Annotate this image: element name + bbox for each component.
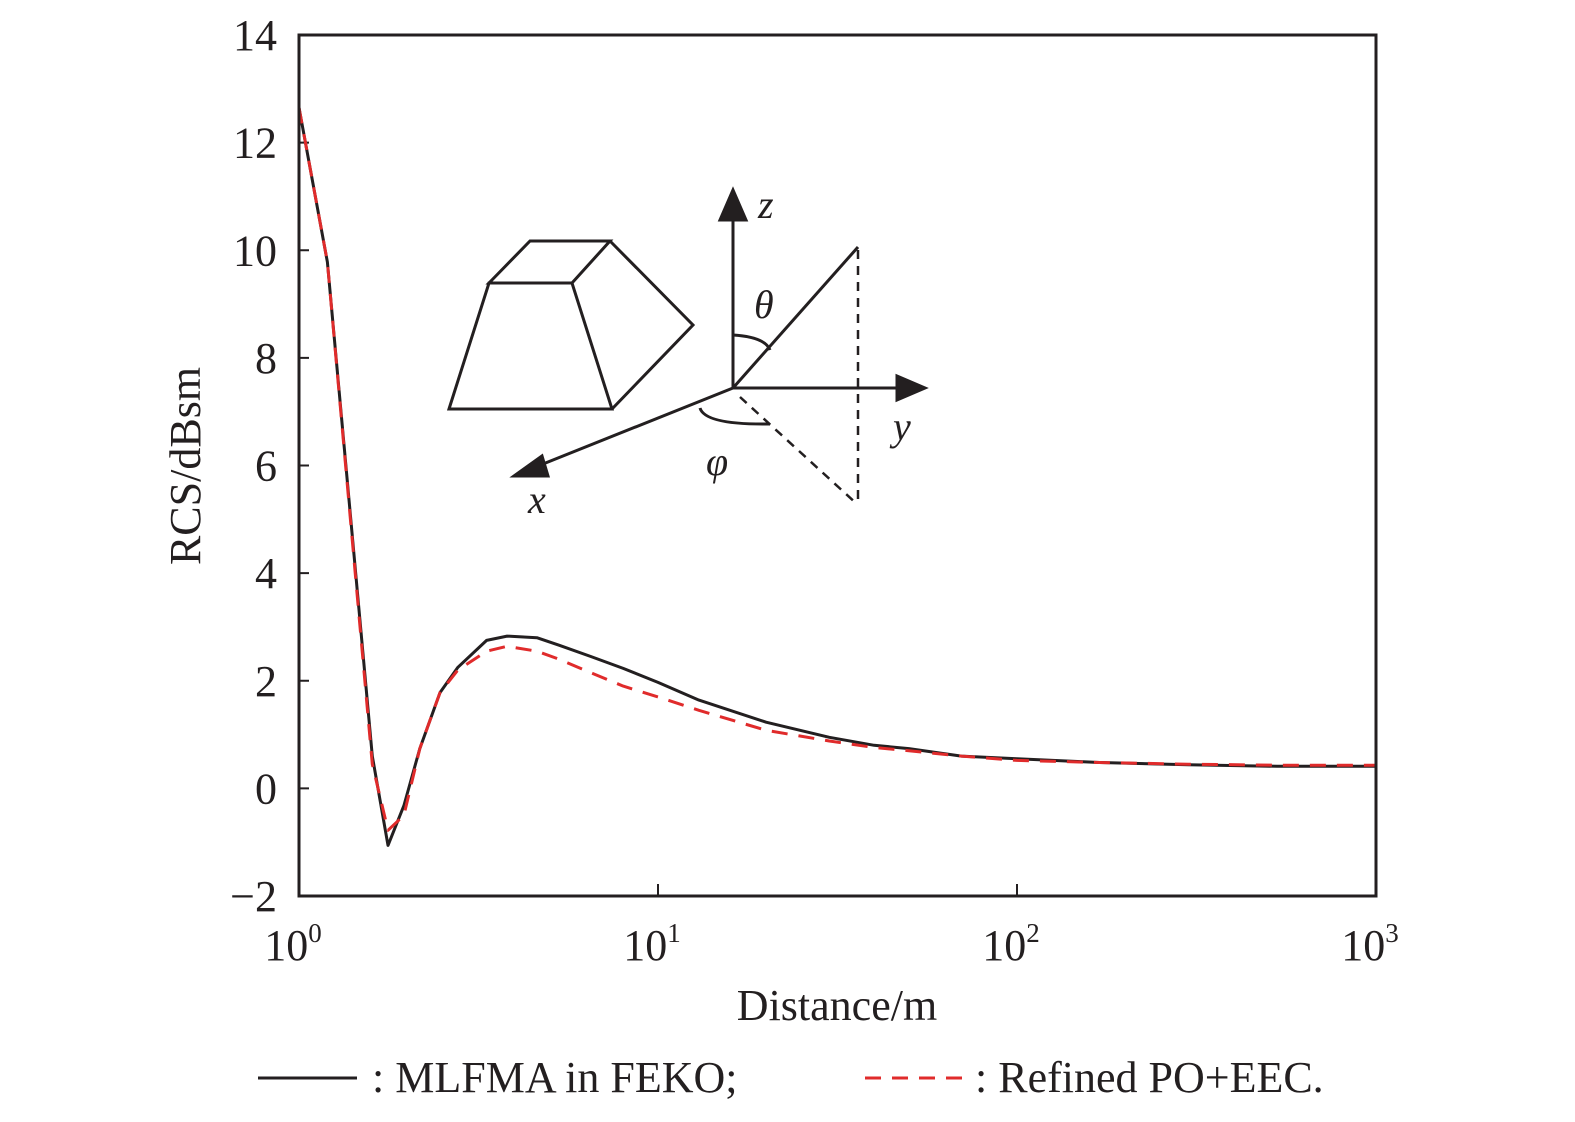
series-line-mlfma-in-feko [297, 107, 1376, 847]
y-tick-label: 14 [233, 11, 277, 60]
z-label: z [757, 182, 774, 227]
legend-label-refined-po: : Refined PO+EEC. [975, 1053, 1324, 1102]
x-axis-title: Distance/m [737, 981, 937, 1030]
phi-label: φ [706, 439, 728, 484]
y-tick-label: 6 [255, 442, 277, 491]
x-axis [537, 386, 734, 468]
coordinate-axes [509, 186, 929, 506]
x-arrow-icon [509, 453, 551, 478]
inset-diagram: z y x θ φ [446, 182, 929, 522]
frustum-top-face [485, 239, 614, 285]
x-tick-label: 103 [1341, 918, 1399, 970]
plot-frame [297, 33, 1378, 898]
x-tick-label: 100 [264, 918, 322, 970]
y-tick-label: 8 [255, 334, 277, 383]
y-axis-title: RCS/dBsm [161, 367, 210, 565]
y-arrow-icon [895, 373, 929, 403]
y-tick-label: −2 [230, 872, 277, 921]
theta-arc [732, 333, 772, 351]
y-tick-label: 2 [255, 657, 277, 706]
y-tick-label: 4 [255, 549, 277, 598]
horizontal-projection [739, 396, 859, 506]
phi-arc [698, 407, 771, 426]
frustum-side-face [608, 239, 696, 411]
theta-label: θ [754, 282, 774, 327]
ticks-layer: −2 0 2 4 6 8 10 12 14 100 101 102 103 [230, 11, 1399, 970]
legend: : MLFMA in FEKO; : Refined PO+EEC. [258, 1053, 1324, 1102]
z-arrow-icon [717, 186, 749, 222]
series-layer [297, 107, 1376, 847]
x-label: x [527, 477, 546, 522]
y-tick-label: 0 [255, 764, 277, 813]
x-tick-label: 101 [623, 918, 681, 970]
x-tick-label: 102 [982, 918, 1040, 970]
y-tick-label: 10 [233, 226, 277, 275]
series-line-refined-po-eec [297, 107, 1376, 832]
y-tick-label: 12 [233, 119, 277, 168]
y-label: y [889, 404, 911, 449]
frustum-front-face [446, 281, 615, 411]
legend-label-mlfma: : MLFMA in FEKO; [372, 1053, 738, 1102]
radial-vector [731, 246, 860, 389]
frustum-shape [446, 239, 696, 411]
